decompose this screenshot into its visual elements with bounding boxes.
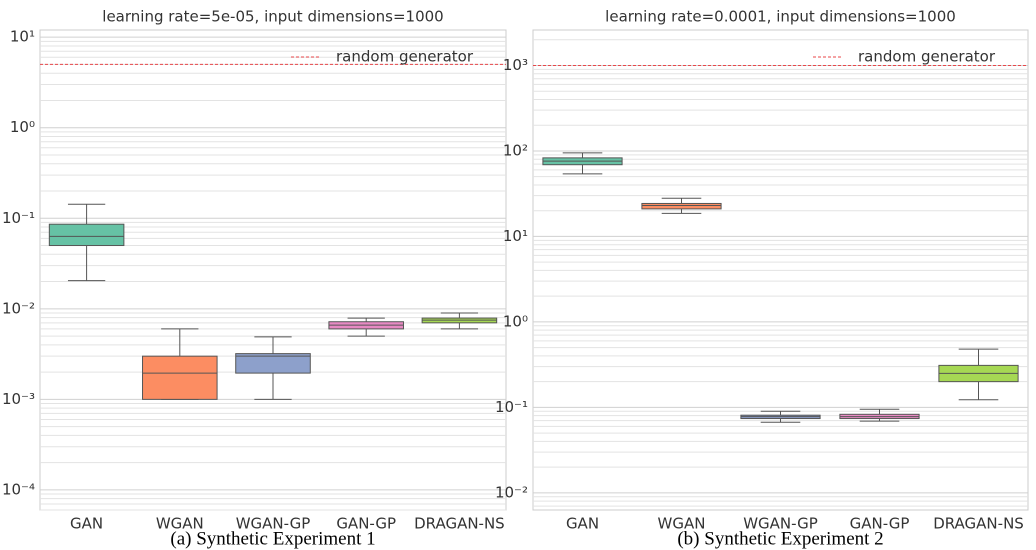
- legend-label: random generator: [858, 48, 996, 66]
- y-tick-label: 10⁻²: [2, 299, 35, 317]
- box: [142, 355, 218, 400]
- chart-title: learning rate=5e-05, input dimensions=10…: [102, 8, 443, 26]
- y-tick-label: 10⁻²: [495, 483, 528, 501]
- y-tick-label: 10⁻⁴: [2, 480, 35, 498]
- y-tick-label: 10²: [503, 141, 528, 159]
- plot-area: [39, 29, 507, 511]
- x-tick-label: GAN: [566, 515, 599, 533]
- chart-title: learning rate=0.0001, input dimensions=1…: [605, 8, 956, 26]
- box: [641, 202, 722, 210]
- y-tick-label: 10¹: [10, 28, 35, 46]
- y-tick-label: 10¹: [503, 227, 528, 245]
- y-tick-label: 10⁰: [10, 118, 35, 136]
- x-tick-label: GAN-GP: [336, 515, 396, 533]
- x-tick-label: GAN-GP: [850, 515, 910, 533]
- x-tick-label: DRAGAN-NS: [414, 515, 505, 533]
- x-tick-label: WGAN: [156, 515, 204, 533]
- y-tick-label: 10⁻¹: [495, 398, 528, 416]
- legend-label: random generator: [336, 48, 474, 66]
- y-tick-label: 10⁰: [503, 312, 528, 330]
- x-tick-label: WGAN-GP: [743, 515, 818, 533]
- box: [48, 223, 125, 247]
- caption: (a) Synthetic Experiment 1: [170, 528, 375, 549]
- box: [235, 353, 311, 374]
- x-tick-label: GAN: [70, 515, 103, 533]
- x-tick-label: WGAN: [658, 515, 706, 533]
- caption: (b) Synthetic Experiment 2: [677, 528, 883, 549]
- y-tick-label: 10³: [503, 56, 528, 74]
- x-tick-label: WGAN-GP: [236, 515, 311, 533]
- x-tick-label: DRAGAN-NS: [933, 515, 1024, 533]
- y-tick-label: 10⁻³: [2, 390, 35, 408]
- y-tick-label: 10⁻¹: [2, 209, 35, 227]
